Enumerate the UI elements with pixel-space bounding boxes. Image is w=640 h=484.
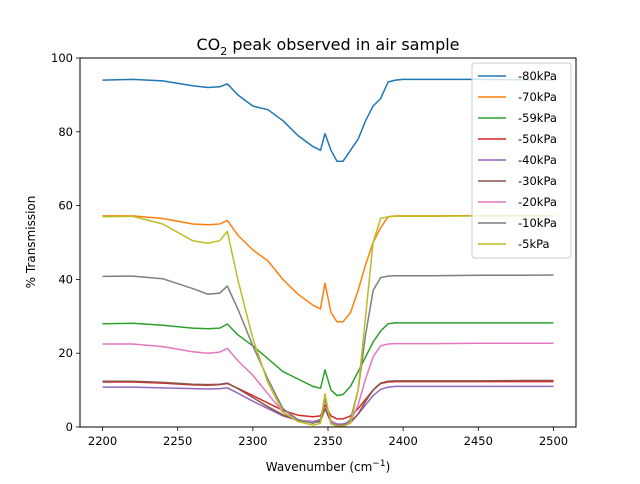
legend-label: -20kPa [518,195,557,209]
x-tick-label: 2500 [539,434,568,448]
y-tick-label: 80 [58,125,73,139]
legend-label: -40kPa [518,153,557,167]
x-tick-label: 2450 [464,434,493,448]
legend-label: -59kPa [518,111,557,125]
series-line-6 [102,379,554,426]
y-tick-label: 0 [66,420,73,434]
legend: -80kPa -70kPa -59kPa -50kPa -40kPa -30kPa -20k… [471,62,572,259]
x-tick-label: 2400 [389,434,418,448]
legend-label: -30kPa [518,174,557,188]
y-axis: 0 20 40 60 80 100 [51,51,80,434]
chart-title: CO2 peak observed in air sample [196,35,459,58]
y-tick-label: 40 [58,272,73,286]
legend-label: -80kPa [518,69,557,83]
series-line-9 [102,215,554,428]
legend-label: -10kPa [518,216,557,230]
y-tick-label: 100 [51,51,73,65]
y-axis-label: % Transmission [24,196,38,289]
x-axis: 2200 2250 2300 2350 2400 2450 2500 [88,427,568,448]
x-tick-label: 2250 [163,434,192,448]
series-line-1 [102,78,554,163]
series-line-3 [102,322,554,397]
y-tick-label: 60 [58,199,73,213]
legend-label: -5kPa [518,237,550,251]
legend-box [471,62,572,259]
legend-label: -50kPa [518,132,557,146]
series-layer [102,78,554,428]
x-tick-label: 2200 [88,434,117,448]
x-tick-label: 2350 [313,434,342,448]
x-tick-label: 2300 [238,434,267,448]
x-axis-label: Wavenumber (cm−1) [266,459,391,474]
legend-label: -70kPa [518,90,557,104]
y-tick-label: 20 [58,346,73,360]
